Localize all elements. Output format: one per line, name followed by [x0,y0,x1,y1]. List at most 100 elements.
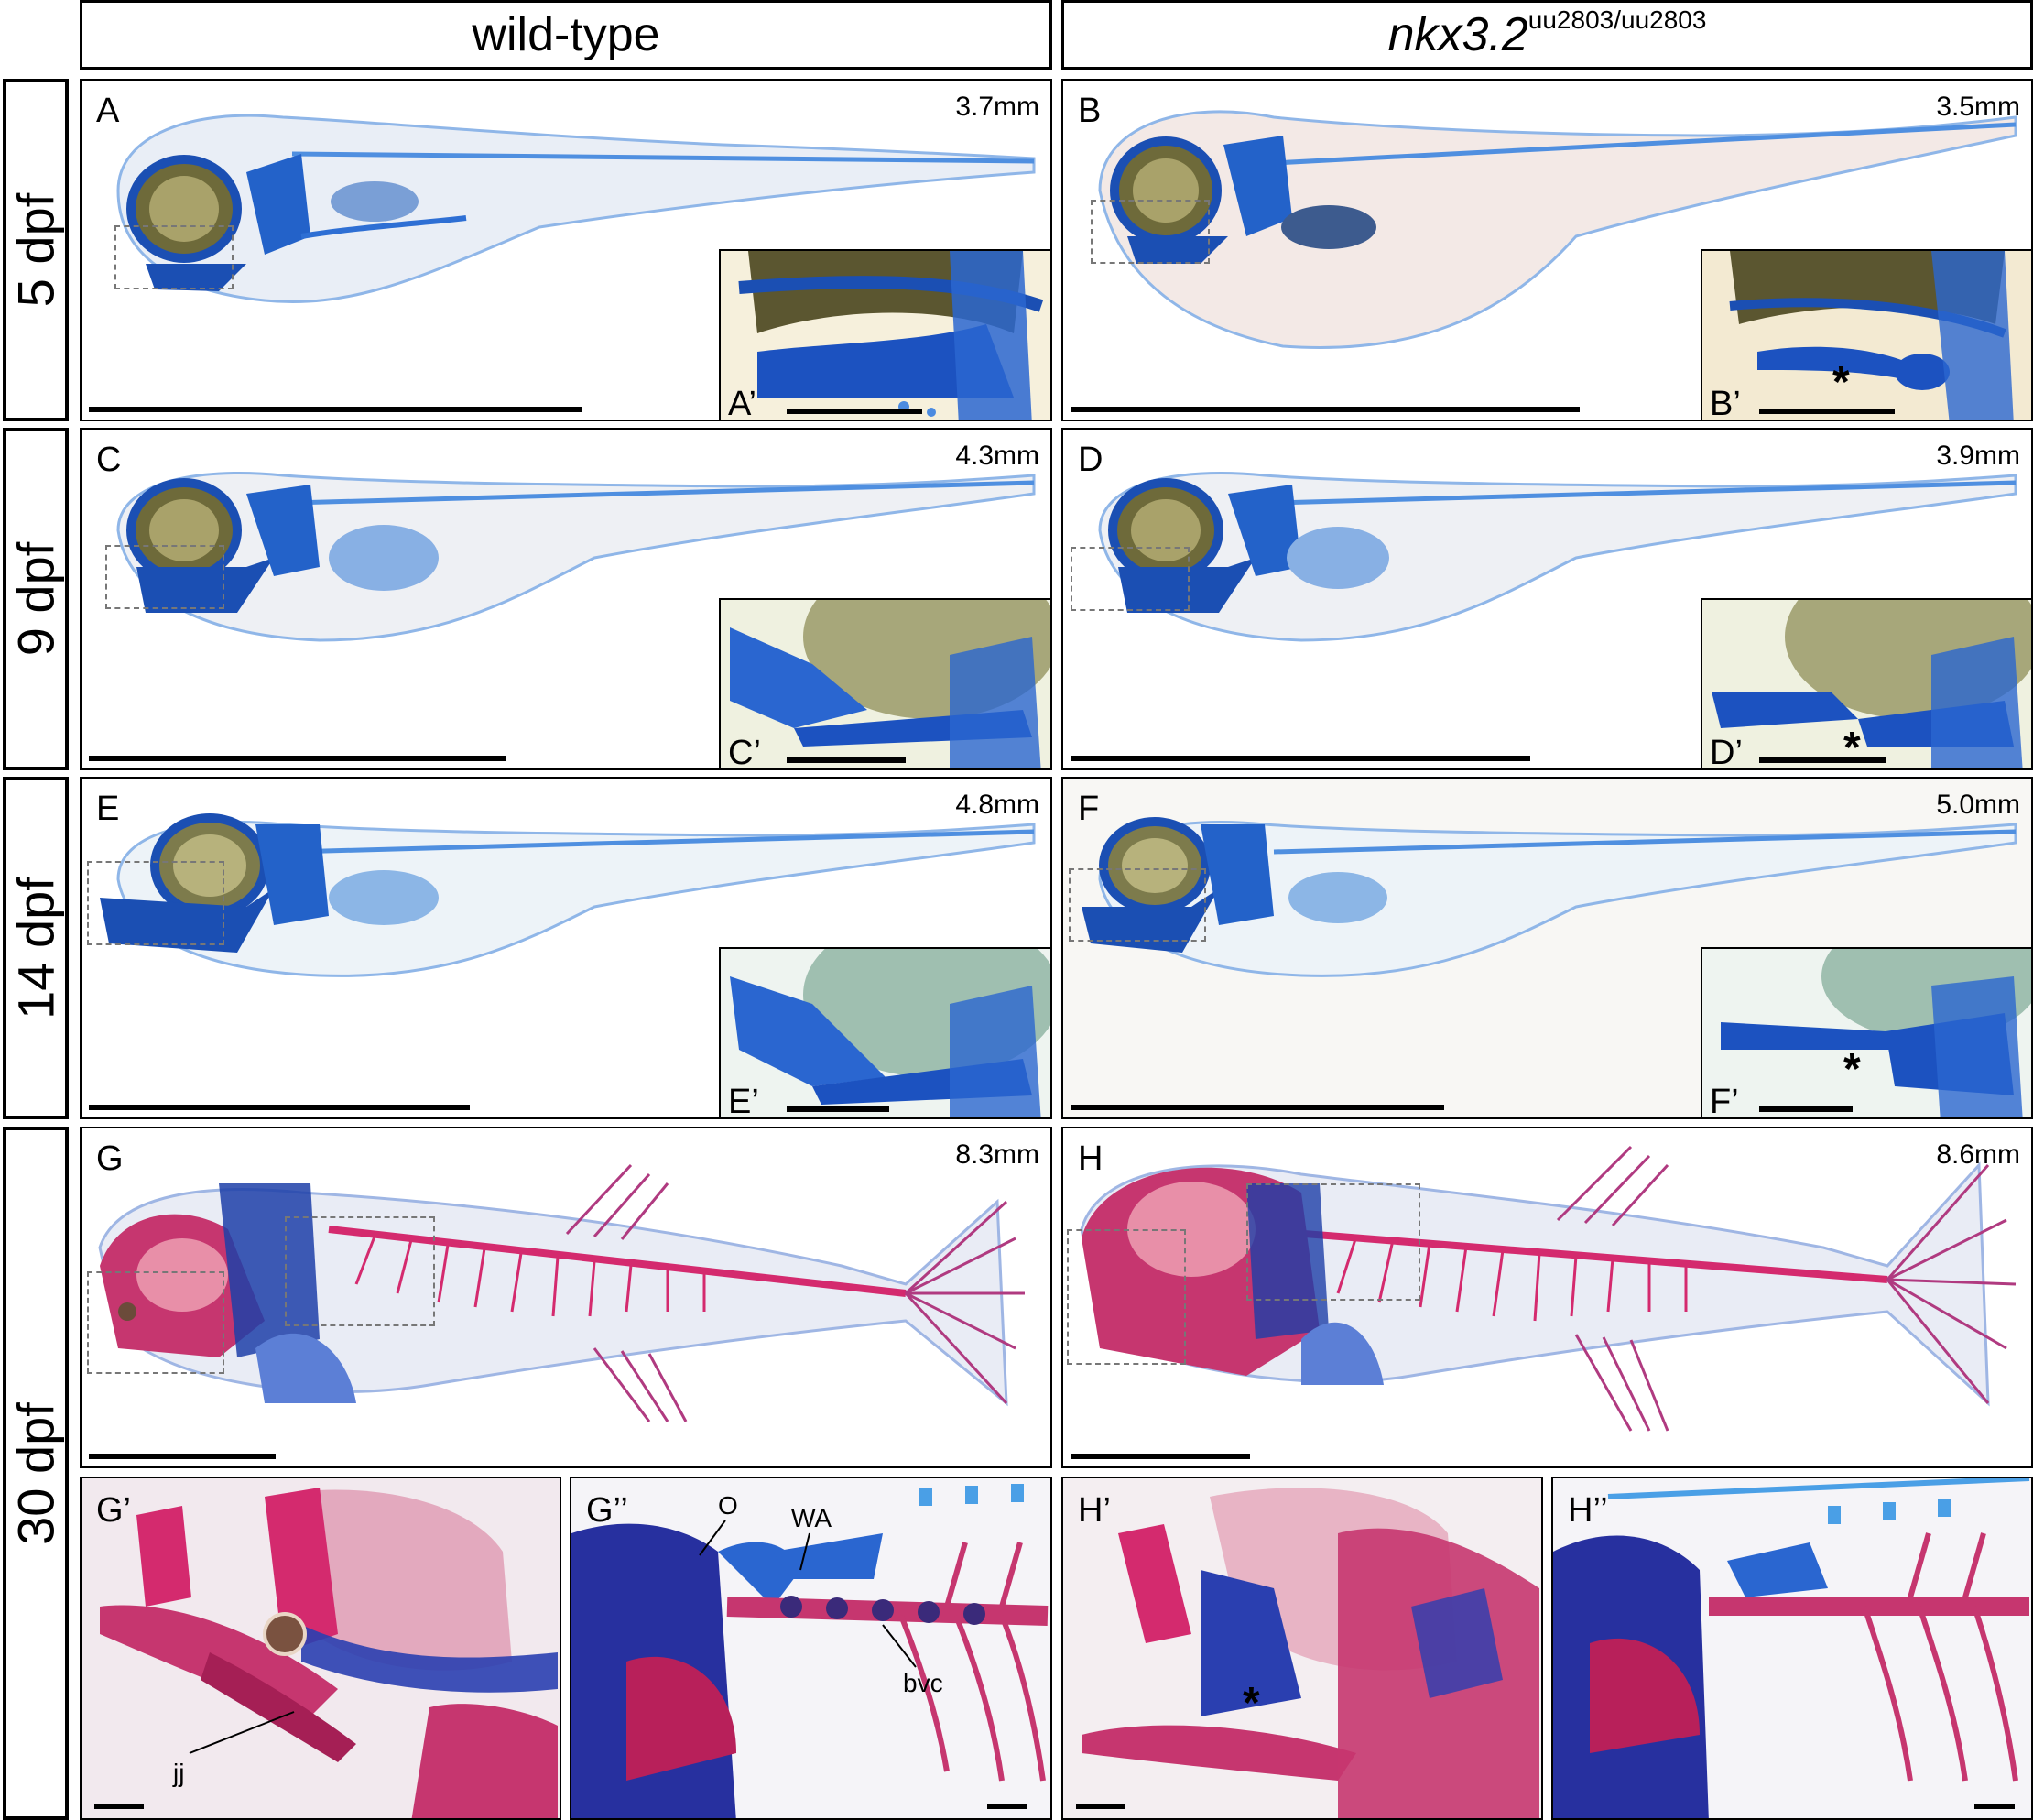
scale-bar-d [1071,756,1530,761]
scale-bar-b-prime [1759,409,1895,414]
panel-g-size: 8.3mm [955,1139,1039,1170]
scale-bar-d-prime [1759,757,1886,763]
inset-b-image [1702,251,2031,420]
panel-g: G 8.3mm [80,1127,1052,1468]
panel-h-double-prime: H’’ [1551,1477,2033,1820]
panel-a-size: 3.7mm [955,92,1039,122]
larva-image-c [116,472,1036,642]
panel-g-prime: G’ jj [80,1477,561,1820]
larva-image-e [100,813,1036,977]
panel-g-double-prime-label: G’’ [586,1491,628,1530]
panel-f-size: 5.0mm [1936,790,2020,820]
panel-f-label: F [1078,790,1100,828]
panel-e-label: E [96,790,120,828]
fish-image-h [1080,1145,2017,1432]
asterisk-f: * [1843,1045,1861,1094]
row-label-5dpf: 5 dpf [3,79,69,421]
inset-a-label: A’ [728,385,756,421]
panel-h: H 8.6mm [1061,1127,2033,1468]
header-wild-type-text: wild-type [472,8,660,61]
inset-c-label: C’ [728,734,761,770]
scale-bar-f-prime [1759,1106,1853,1112]
asterisk-b: * [1832,358,1850,407]
annotation-bvc: bvc [903,1669,943,1697]
scale-bar-h [1071,1454,1250,1459]
panel-b-label: B [1078,92,1102,130]
inset-a-prime: A’ [719,249,1050,421]
inset-e-prime: E’ [719,947,1050,1119]
panel-b: B 3.5mm * B’ [1061,79,2033,421]
row-label-9dpf: 9 dpf [3,428,69,770]
header-mutant: nkx3.2uu2803/uu2803 [1061,0,2033,70]
inset-c-image [721,600,1050,768]
panel-f: F 5.0mm * F’ [1061,777,2033,1119]
panel-h-size: 8.6mm [1936,1139,2020,1170]
row-label-5dpf-text: 5 dpf [6,192,65,308]
panel-b-size: 3.5mm [1936,92,2020,122]
zoom-region-b [1091,200,1210,264]
asterisk-h-prime: * [1243,1679,1260,1727]
zoom-region-a [114,225,234,289]
inset-e-label: E’ [728,1083,759,1119]
panel-g-label: G [96,1139,124,1178]
scale-bar-c [89,756,506,761]
zoom-region-g-head [87,1271,224,1374]
scale-bar-h-prime [1076,1804,1125,1809]
panel-a-label: A [96,92,120,130]
mutant-allele: uu2803/uu2803 [1527,5,1707,34]
zoom-region-h-weberian [1246,1183,1420,1301]
larva-image-f [1082,817,2017,977]
scale-bar-b [1071,407,1580,412]
panel-e: E 4.8mm E’ [80,777,1052,1119]
scale-bar-e-prime [787,1106,889,1112]
panel-d-size: 3.9mm [1936,441,2020,471]
mutant-gene: nkx3.2 [1387,8,1528,61]
panel-a: A 3.7mm A’ [80,79,1052,421]
panel-g-double-prime: G’’ O WA bvc [570,1477,1052,1820]
annotation-jj-pointer [189,1711,295,1754]
panel-h-double-prime-label: H’’ [1568,1491,1608,1530]
closeup-image-g-double-prime [571,1478,1050,1818]
header-wild-type: wild-type [80,0,1052,70]
annotation-wa: WA [791,1504,832,1532]
row-label-30dpf-text: 30 dpf [6,1401,65,1545]
panel-d-label: D [1078,441,1103,479]
closeup-image-h-double-prime [1553,1478,2031,1818]
scale-bar-a-prime [787,409,922,414]
panel-c-size: 4.3mm [955,441,1039,471]
scale-bar-g-double-prime [987,1804,1027,1809]
annotation-o: O [718,1491,738,1520]
inset-d-image [1702,600,2031,768]
inset-d-label: D’ [1710,734,1743,770]
row-label-9dpf-text: 9 dpf [6,541,65,657]
row-label-30dpf: 30 dpf [3,1127,69,1820]
zoom-region-f [1069,868,1206,942]
scale-bar-c-prime [787,757,906,763]
closeup-image-h-prime [1063,1478,1541,1818]
row-label-14dpf: 14 dpf [3,777,69,1119]
inset-b-prime: * B’ [1701,249,2031,421]
panel-h-prime: * H’ [1061,1477,1543,1820]
inset-f-image [1702,949,2031,1117]
scale-bar-g [89,1454,276,1459]
inset-e-image [721,949,1050,1117]
inset-b-label: B’ [1710,385,1741,421]
panel-h-prime-label: H’ [1078,1491,1111,1530]
inset-f-label: F’ [1710,1083,1739,1119]
inset-d-prime: * D’ [1701,598,2031,770]
inset-f-prime: * F’ [1701,947,2031,1119]
scale-bar-h-double-prime [1974,1804,2015,1809]
scale-bar-e [89,1105,470,1110]
fish-image-g [98,1163,1025,1422]
larva-image-d [1098,472,2017,642]
annotation-pointers-g2 [699,1520,917,1668]
larva-image-a [116,114,1036,304]
panel-g-prime-label: G’ [96,1491,131,1530]
panel-d: D 3.9mm * D’ [1061,428,2033,770]
scale-bar-a [89,407,582,412]
zoom-region-g-weberian [285,1216,435,1326]
closeup-image-g-prime [82,1478,560,1818]
scale-bar-g-prime [94,1804,144,1809]
annotation-jj: jj [173,1759,185,1787]
zoom-region-d [1071,547,1190,611]
